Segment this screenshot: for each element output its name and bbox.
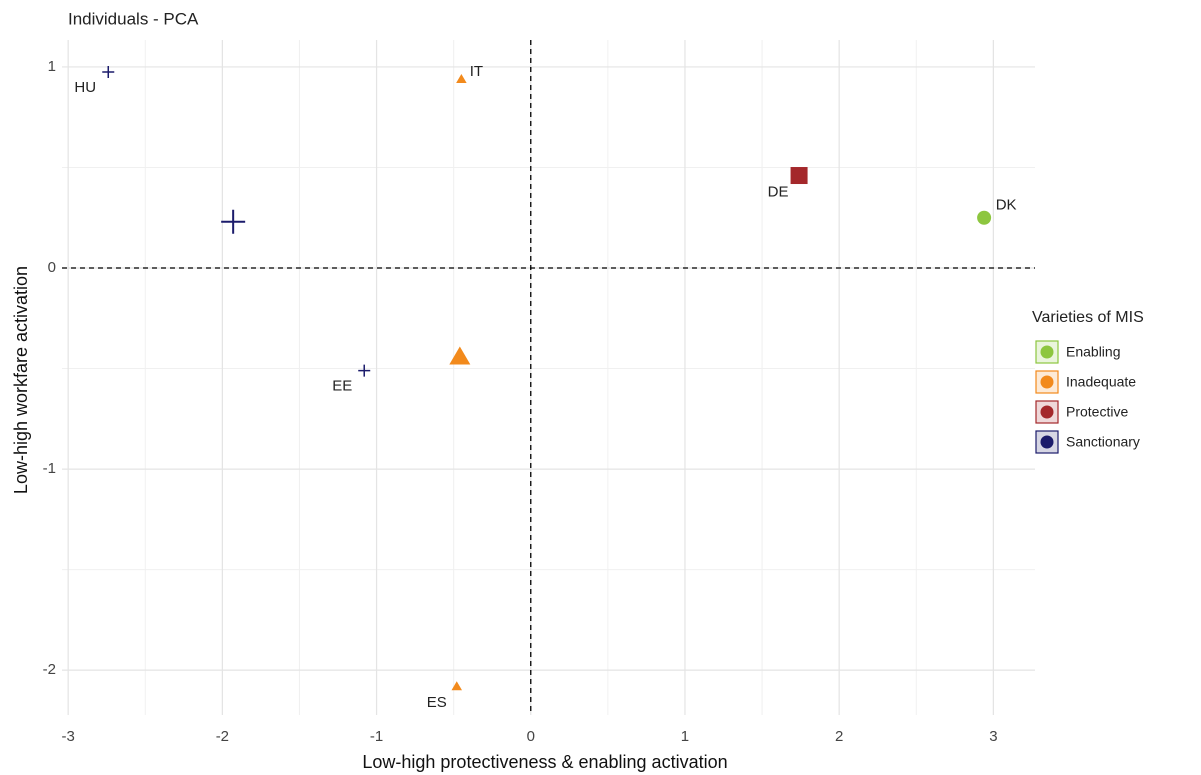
point-label: ES [427, 694, 447, 711]
x-tick-label: 1 [681, 728, 689, 745]
point [790, 167, 808, 185]
x-axis-title: Low-high protectiveness & enabling activ… [362, 752, 727, 772]
y-tick-label: -2 [43, 661, 56, 678]
point [221, 209, 246, 234]
x-tick-label: 0 [527, 728, 535, 745]
point [977, 210, 992, 225]
y-tick-label: -1 [43, 460, 56, 477]
legend-label: Sanctionary [1066, 434, 1140, 450]
point [456, 74, 467, 84]
point [451, 681, 463, 691]
point-label: EE [332, 378, 352, 395]
legend-title: Varieties of MIS [1032, 309, 1144, 326]
point-label: HU [74, 79, 96, 96]
legend-label: Inadequate [1066, 374, 1136, 390]
x-tick-label: 2 [835, 728, 843, 745]
x-tick-label: -2 [216, 728, 229, 745]
point [358, 364, 371, 377]
point-label: IT [470, 63, 483, 80]
x-tick-label: -1 [370, 728, 383, 745]
point-label: DK [996, 197, 1017, 214]
legend-marker [1040, 435, 1054, 449]
legend-label: Protective [1066, 404, 1128, 420]
legend-label: Enabling [1066, 344, 1121, 360]
legend-marker [1040, 405, 1054, 419]
x-tick-label: 3 [989, 728, 997, 745]
legend-marker [1040, 345, 1054, 359]
point-label: DE [768, 183, 789, 200]
point [449, 346, 471, 365]
x-tick-label: -3 [61, 728, 74, 745]
point [102, 65, 115, 78]
y-tick-label: 0 [48, 259, 56, 276]
y-tick-label: 1 [48, 58, 56, 75]
chart-title: Individuals - PCA [68, 9, 199, 28]
y-axis-title: Low-high workfare activation [11, 266, 31, 494]
legend-marker [1040, 375, 1054, 389]
